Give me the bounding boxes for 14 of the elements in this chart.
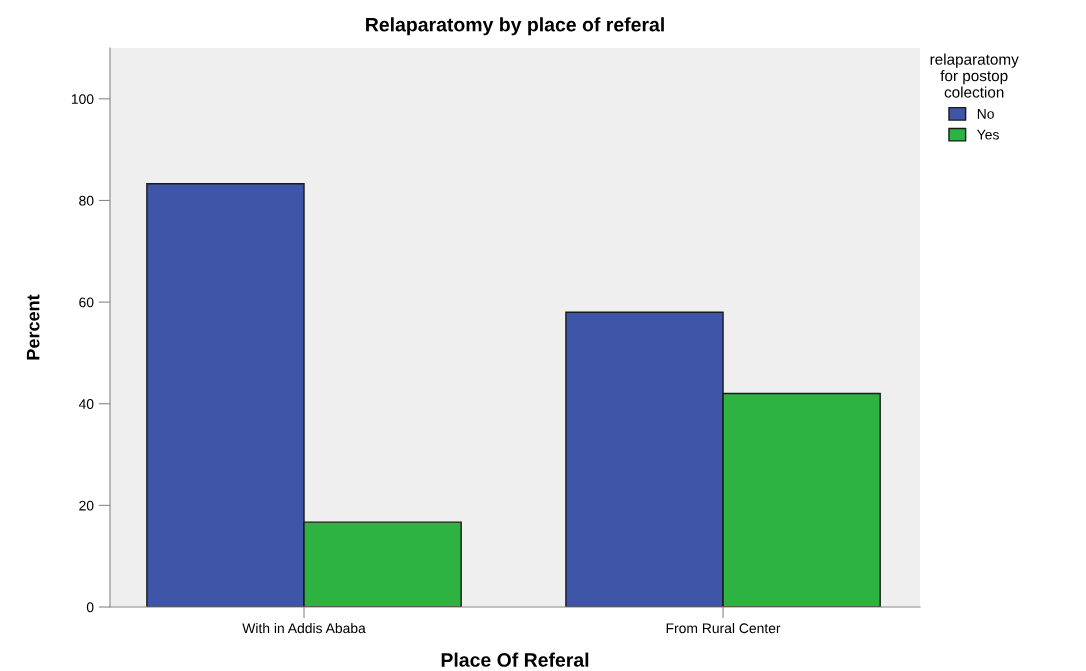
- legend-label: No: [977, 109, 994, 119]
- x-tick-label: From Rural Center: [666, 622, 781, 634]
- y-tick-label: 100: [71, 94, 94, 104]
- y-tick-label: 60: [79, 297, 94, 308]
- legend-title: relaparatomy for postop colection: [930, 53, 1019, 98]
- x-axis-title: Place Of Referal: [441, 652, 589, 667]
- y-tick-label: 20: [79, 500, 94, 511]
- y-tick-label: 40: [78, 399, 94, 409]
- legend-label: Yes: [977, 129, 999, 140]
- chart-title: Relaparatomy by place of referal: [366, 17, 664, 36]
- x-tick-label: With in Addis Ababa: [242, 622, 366, 634]
- y-axis-title: Percent: [26, 294, 40, 360]
- y-tick-label: 80: [79, 195, 94, 206]
- y-tick-label: 0: [86, 602, 94, 613]
